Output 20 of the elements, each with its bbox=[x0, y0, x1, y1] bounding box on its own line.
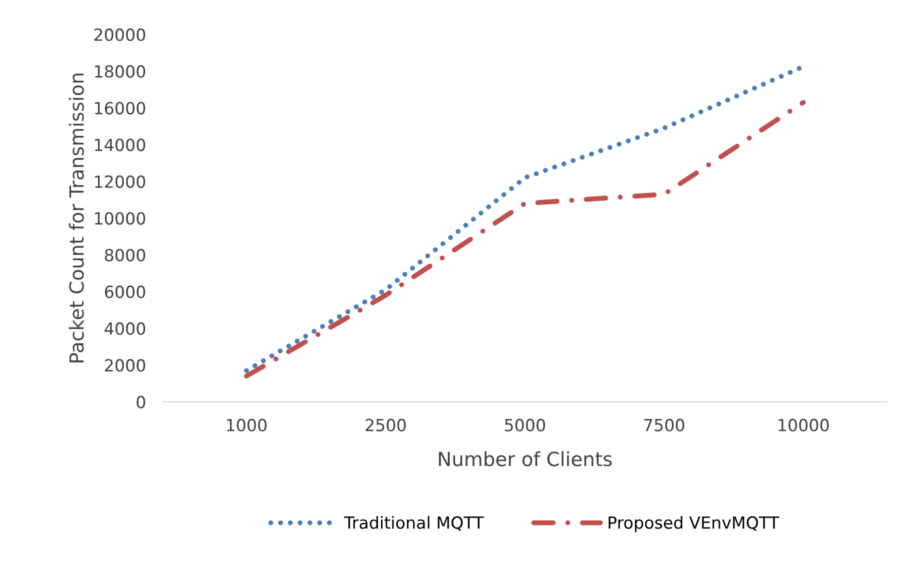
x-axis-title: Number of Clients bbox=[438, 451, 612, 466]
y-tick-label: 8000 bbox=[104, 248, 146, 262]
y-tick-label: 16000 bbox=[95, 102, 146, 114]
legend-label: Proposed VEnvMQTT bbox=[608, 516, 780, 532]
legend-label: Traditional MQTT bbox=[344, 516, 484, 531]
y-tick-label: 20000 bbox=[94, 28, 146, 42]
x-tick-label: 2500 bbox=[366, 418, 406, 432]
y-tick-label: 2000 bbox=[105, 359, 146, 372]
x-tick-label: 5000 bbox=[504, 418, 545, 432]
y-axis-title: Packet Count for Transmission bbox=[68, 74, 84, 362]
y-tick-label: 18000 bbox=[95, 65, 146, 78]
x-tick-label: 1000 bbox=[227, 418, 267, 432]
x-tick-label: 7500 bbox=[644, 418, 684, 432]
y-tick-label: 10000 bbox=[95, 212, 146, 225]
x-tick-label: 10000 bbox=[778, 418, 829, 432]
y-tick-label: 6000 bbox=[104, 286, 146, 298]
y-tick-label: 14000 bbox=[95, 138, 146, 152]
y-tick-label: 12000 bbox=[95, 175, 146, 188]
y-tick-label: 0 bbox=[136, 396, 146, 408]
y-tick-label: 4000 bbox=[104, 322, 146, 335]
